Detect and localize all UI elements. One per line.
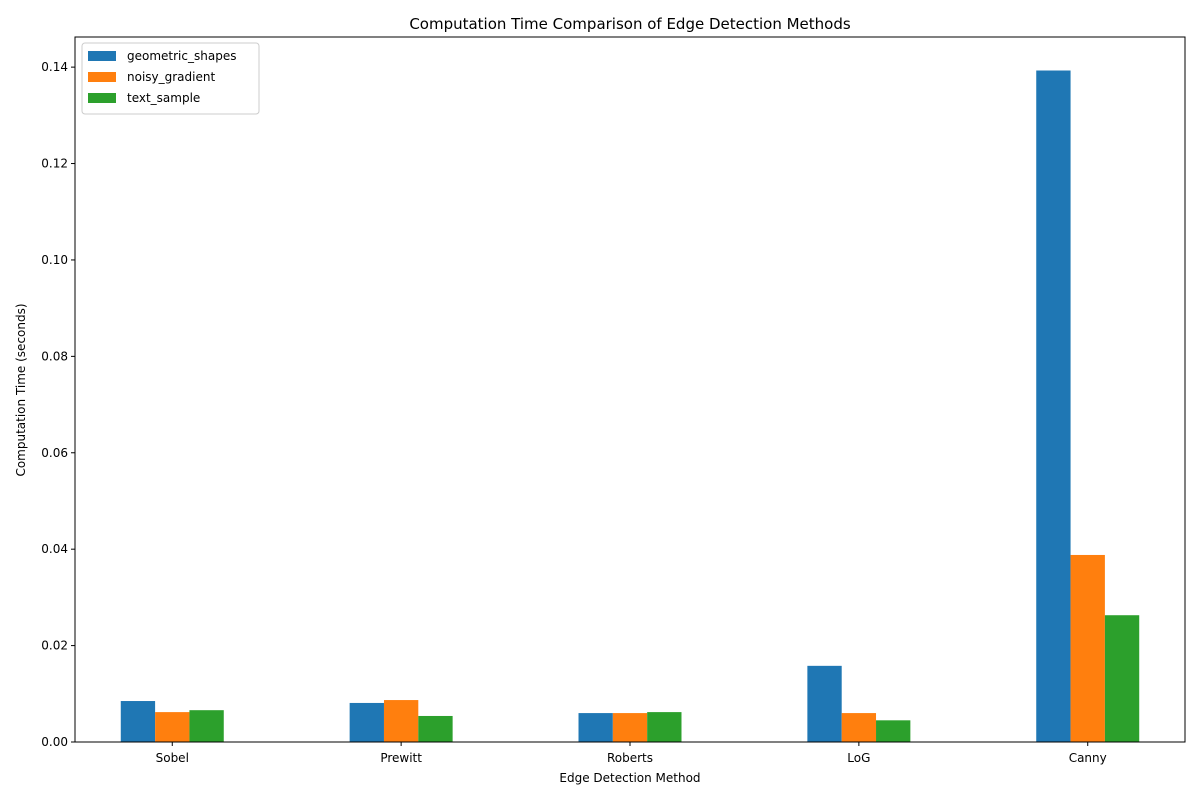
legend-item: noisy_gradient — [88, 70, 215, 84]
y-tick-label: 0.10 — [41, 253, 68, 267]
y-tick-label: 0.12 — [41, 157, 68, 171]
bar-noisy_gradient-log — [841, 713, 877, 742]
legend-label: geometric_shapes — [127, 49, 236, 63]
bar-text_sample-prewitt — [418, 715, 453, 742]
legend-item: text_sample — [88, 91, 200, 105]
legend-swatch — [88, 93, 116, 103]
y-tick-label: 0.02 — [41, 639, 68, 653]
x-tick-label: Canny — [1069, 751, 1107, 765]
y-axis-label: Computation Time (seconds) — [14, 303, 28, 476]
legend: geometric_shapes noisy_gradient text_sampl… — [81, 42, 260, 115]
y-tick-label: 0.08 — [41, 349, 68, 363]
x-tick-label: Sobel — [156, 751, 189, 765]
axes-frame — [74, 36, 1186, 743]
y-tick-label: 0.06 — [41, 446, 68, 460]
y-tick-label: 0.04 — [41, 542, 68, 556]
legend-item: geometric_shapes — [88, 49, 236, 63]
bar-geometric_shapes-canny — [1036, 70, 1071, 742]
y-tick-label: 0.14 — [41, 60, 68, 74]
bar-geometric_shapes-roberts — [578, 713, 613, 742]
series-geometric_shapes — [120, 70, 1071, 742]
x-tick-label: Roberts — [607, 751, 653, 765]
bar-text_sample-log — [876, 720, 911, 742]
x-tick-label: LoG — [847, 751, 870, 765]
series-text_sample — [189, 615, 1140, 742]
x-tick-label: Prewitt — [380, 751, 422, 765]
legend-box — [81, 42, 260, 115]
bar-noisy_gradient-canny — [1070, 554, 1105, 742]
bar-geometric_shapes-prewitt — [349, 702, 384, 742]
bar-geometric_shapes-log — [807, 665, 842, 742]
x-axis-label: Edge Detection Method — [559, 771, 700, 785]
bar-noisy_gradient-prewitt — [383, 700, 419, 742]
bar-noisy_gradient-sobel — [155, 712, 190, 742]
chart-title: Computation Time Comparison of Edge Dete… — [409, 15, 851, 33]
x-axis-ticks: Sobel Prewitt Roberts LoG Canny — [156, 742, 1107, 765]
plot-area — [120, 70, 1140, 742]
y-axis-ticks: 0.00 0.02 0.04 0.06 0.08 0.10 0.12 0.14 — [41, 60, 75, 749]
legend-swatch — [88, 72, 116, 82]
bar-noisy_gradient-roberts — [612, 713, 648, 742]
bar-text_sample-roberts — [647, 712, 682, 742]
bar-text_sample-sobel — [189, 710, 224, 742]
legend-label: noisy_gradient — [127, 70, 215, 84]
y-tick-label: 0.00 — [41, 735, 68, 749]
series-noisy_gradient — [155, 554, 1105, 742]
legend-label: text_sample — [127, 91, 200, 105]
legend-swatch — [88, 51, 116, 61]
bar-text_sample-canny — [1104, 615, 1140, 742]
bar-geometric_shapes-sobel — [120, 701, 156, 742]
